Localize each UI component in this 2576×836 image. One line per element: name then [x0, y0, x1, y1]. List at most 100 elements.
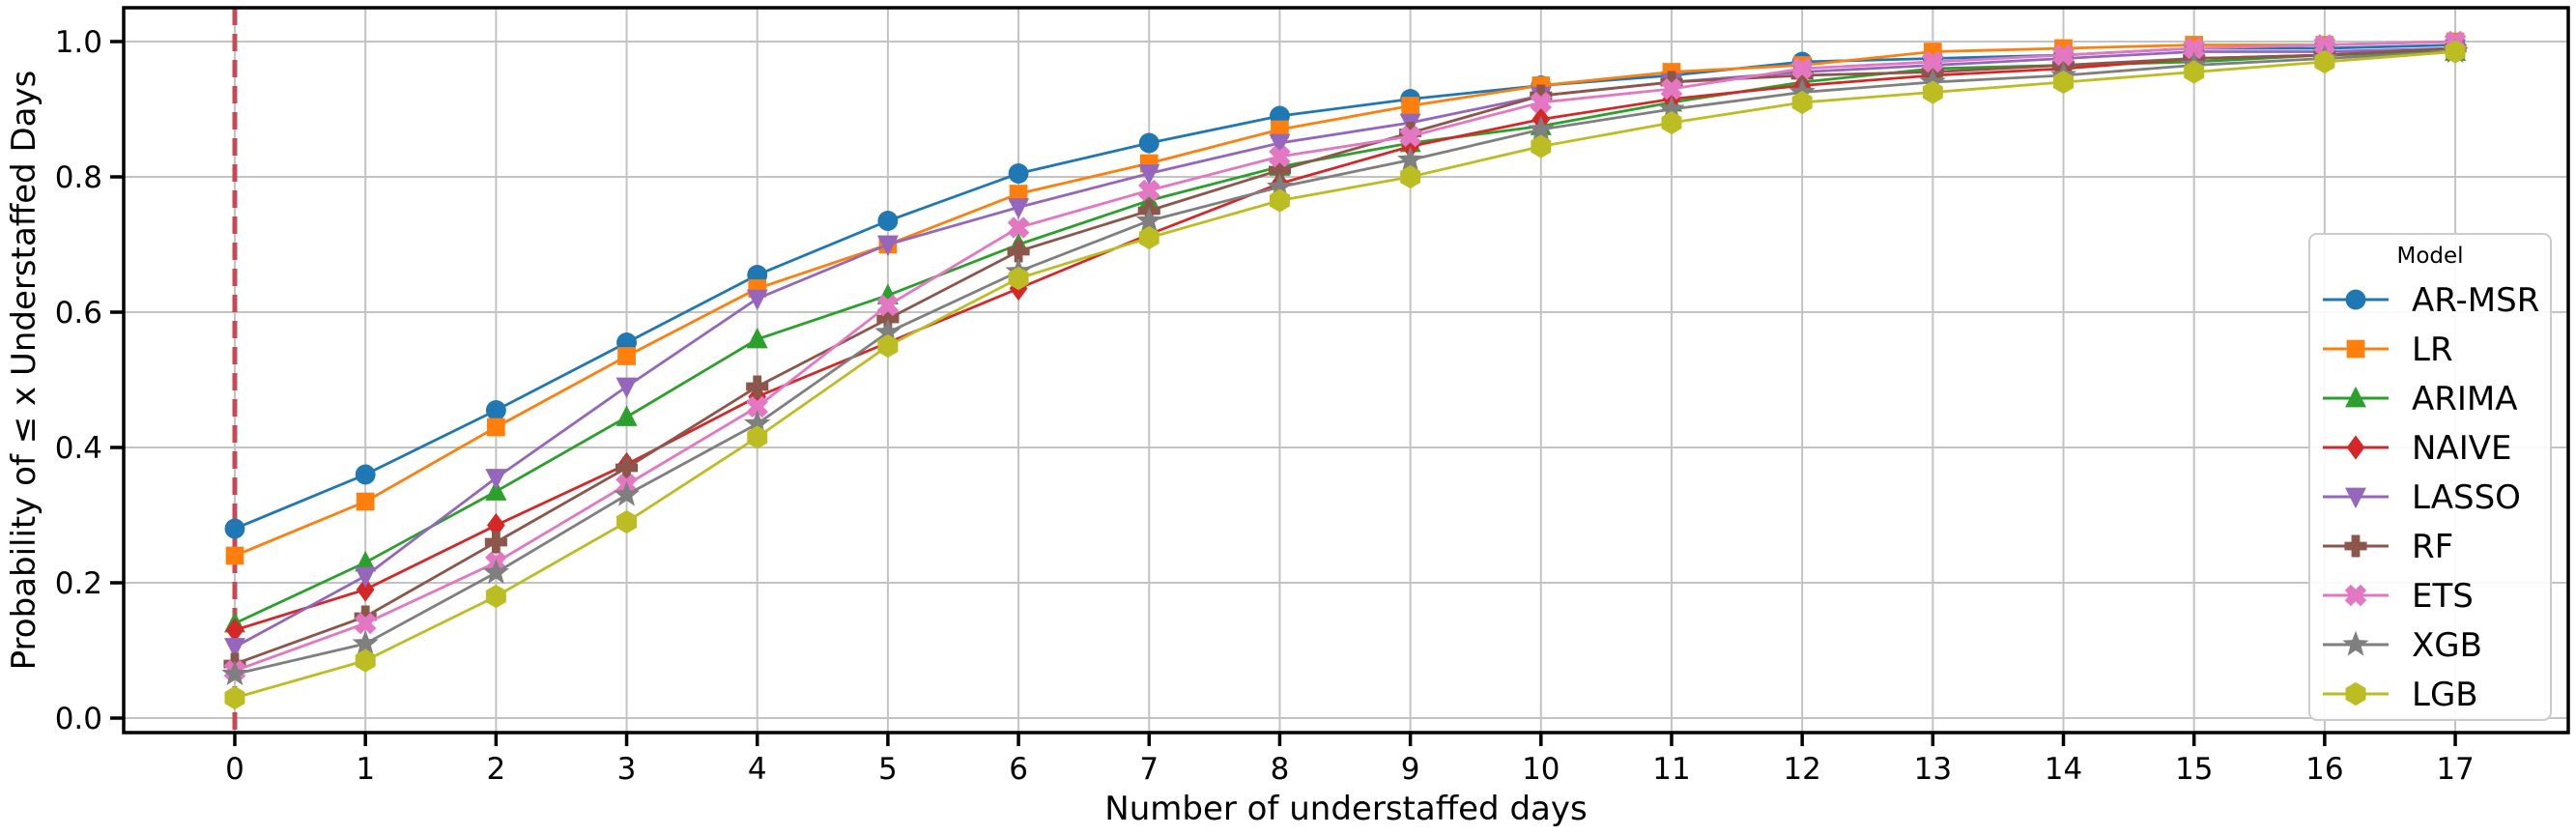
legend-label: NAIVE — [2412, 429, 2511, 468]
data-point — [221, 660, 248, 686]
legend-item-LR: LR — [2323, 331, 2453, 369]
data-point — [1399, 125, 1421, 148]
triangle-down-marker-icon — [2345, 487, 2366, 509]
x-tick-label: 7 — [1139, 752, 1159, 787]
series-line — [234, 46, 2456, 666]
data-point — [1138, 188, 1160, 210]
legend-item-LASSO: LASSO — [2323, 478, 2521, 517]
series-ETS — [223, 30, 2467, 682]
legend-label: LR — [2412, 331, 2453, 369]
data-point — [1790, 64, 1814, 87]
legend-item-ARIMA: ARIMA — [2323, 380, 2518, 418]
legend-item-ETS: ETS — [2323, 577, 2474, 616]
data-point — [1138, 132, 1159, 154]
data-point — [1661, 110, 1682, 135]
data-point — [485, 584, 506, 609]
series-AR-MSR — [224, 35, 2466, 539]
data-point — [1269, 145, 1291, 168]
data-point — [2053, 70, 2074, 95]
y-tick-label: 0.8 — [55, 160, 102, 195]
data-point — [746, 395, 768, 418]
data-point — [1400, 164, 1421, 189]
hexagon-marker-icon — [2345, 681, 2366, 706]
series-LGB — [224, 40, 2466, 710]
legend-label: RF — [2412, 528, 2453, 566]
data-point — [1137, 179, 1160, 202]
x-tick-label: 16 — [2305, 752, 2343, 787]
data-point — [1008, 266, 1029, 291]
legend-item-XGB: XGB — [2323, 626, 2482, 665]
data-point — [484, 531, 507, 554]
series-line — [234, 40, 2456, 558]
data-point — [1397, 146, 1424, 172]
x-tick-label: 0 — [225, 752, 244, 787]
legend-label: ETS — [2412, 577, 2474, 616]
legend-item-RF: RF — [2323, 528, 2453, 566]
series-line — [234, 50, 2456, 700]
data-point — [1660, 77, 1683, 101]
series-XGB — [221, 38, 2469, 686]
data-point — [1268, 159, 1291, 182]
series-NAIVE — [225, 36, 2465, 643]
x-tick-label: 1 — [356, 752, 375, 787]
data-point — [744, 410, 771, 436]
series-line — [234, 46, 2456, 632]
data-point — [1531, 134, 1552, 159]
data-point — [746, 289, 768, 311]
legend-item-NAIVE: NAIVE — [2323, 429, 2511, 468]
data-point — [2184, 60, 2205, 84]
data-point — [1790, 57, 1814, 80]
x-tick-label: 8 — [1271, 752, 1290, 787]
data-point — [1269, 133, 1291, 156]
x-tick-label: 13 — [1914, 752, 1952, 787]
series-LR — [225, 32, 2465, 565]
y-tick-label: 0.4 — [55, 431, 102, 466]
data-point — [615, 405, 638, 426]
legend-item-AR-MSR: AR-MSR — [2323, 281, 2539, 320]
x-tick-label: 9 — [1401, 752, 1420, 787]
data-point — [355, 566, 377, 589]
data-point — [354, 605, 377, 628]
data-point — [746, 327, 768, 349]
data-point — [876, 294, 900, 317]
data-point — [877, 211, 899, 231]
data-point — [1530, 84, 1553, 107]
data-point — [356, 577, 375, 602]
data-point — [876, 235, 899, 257]
legend-label: LASSO — [2412, 478, 2521, 517]
legend-label: XGB — [2412, 626, 2482, 665]
x-tick-label: 17 — [2436, 752, 2474, 787]
data-point — [354, 612, 377, 635]
data-point — [482, 559, 509, 585]
series-line — [234, 40, 2456, 673]
data-point — [1008, 198, 1030, 219]
data-point — [613, 480, 641, 506]
x-tick-label: 3 — [617, 752, 637, 787]
data-point — [356, 492, 375, 511]
y-tick-label: 0.0 — [55, 702, 102, 736]
axis-ticks: 0 1 2 3 4 5 6 7 8 9 10 11 12 13 14 15 16 170.00.20.40.60.… — [55, 25, 2475, 787]
x-tick-label: 6 — [1009, 752, 1028, 787]
x-tick-label: 11 — [1652, 752, 1690, 787]
triangle-up-marker-icon — [2345, 386, 2366, 408]
legend-label: AR-MSR — [2412, 281, 2539, 320]
data-point — [1922, 80, 1943, 104]
y-tick-label: 1.0 — [55, 25, 102, 60]
legend-title: Model — [2396, 244, 2463, 269]
data-point — [616, 509, 638, 534]
legend-label: ARIMA — [2412, 380, 2518, 418]
data-point — [352, 629, 379, 655]
data-point — [2052, 43, 2075, 67]
series-ARIMA — [224, 40, 2467, 633]
legend-label: LGB — [2412, 676, 2478, 714]
data-point — [1008, 163, 1029, 184]
y-tick-label: 0.6 — [55, 296, 102, 331]
legend-item-LGB: LGB — [2323, 676, 2478, 714]
series-LASSO — [224, 39, 2467, 659]
data-point — [355, 550, 377, 572]
data-point — [224, 685, 245, 710]
legend: Model AR-MSR LR ARIMA NAIVE LASSO RF ETS XGB LGB — [2308, 233, 2552, 721]
data-point — [487, 512, 505, 538]
